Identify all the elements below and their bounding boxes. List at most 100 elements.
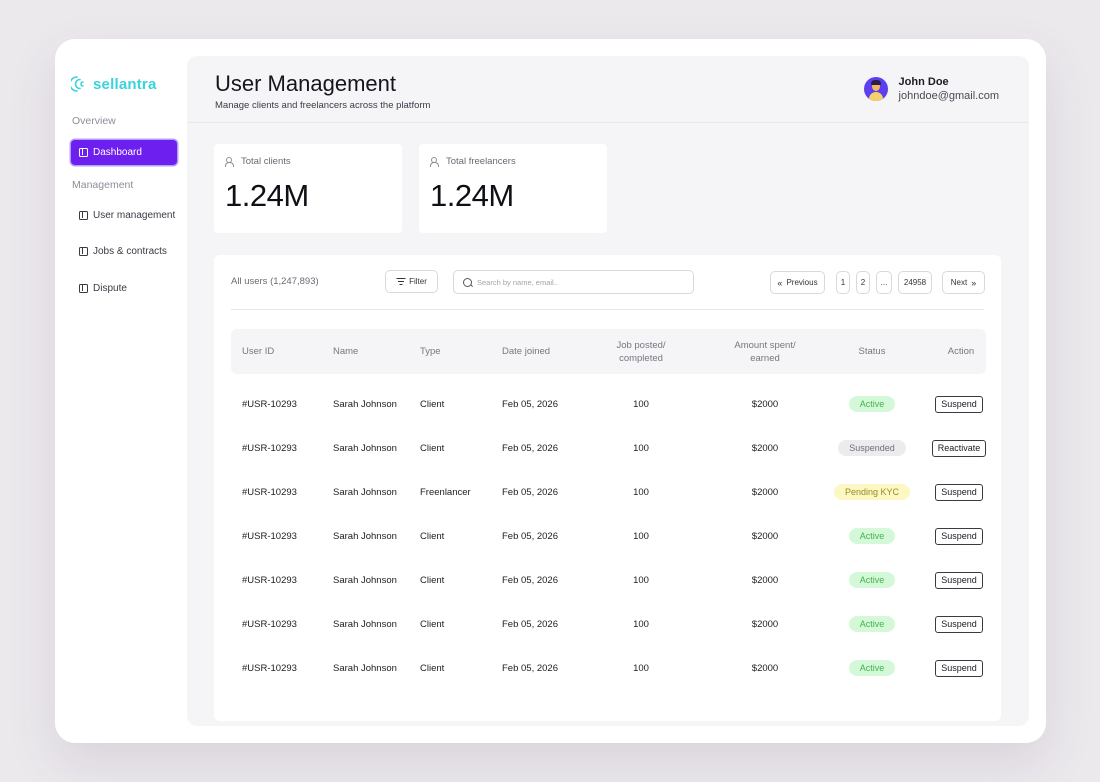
stat-label: Total clients (241, 156, 291, 167)
page-button-2[interactable]: 2 (856, 271, 870, 294)
sidebar-item-label: Dashboard (93, 147, 142, 158)
cell-user-id: #USR-10293 (242, 618, 297, 630)
cell-user-id: #USR-10293 (242, 442, 297, 454)
cell-user-id: #USR-10293 (242, 486, 297, 498)
sidebar: sellantra Overview Dashboard Management … (55, 39, 187, 743)
page-button-last[interactable]: 24958 (898, 271, 932, 294)
cell-name: Sarah Johnson (333, 530, 397, 542)
column-user-id: User ID (242, 346, 275, 357)
page-title: User Management (215, 71, 396, 96)
main-content: User Management Manage clients and freel… (187, 56, 1029, 726)
users-icon (225, 157, 235, 167)
section-overview: Overview (72, 115, 116, 127)
page-ellipsis: ... (876, 271, 892, 294)
sidebar-item-jobs-contracts[interactable]: Jobs & contracts (71, 239, 177, 264)
sidebar-item-label: Dispute (93, 283, 127, 294)
suspend-button[interactable]: Suspend (935, 615, 983, 633)
status-badge: Suspended (838, 440, 906, 456)
previous-page-button[interactable]: « Previous (770, 271, 825, 294)
cell-name: Sarah Johnson (333, 398, 397, 410)
filter-label: Filter (409, 277, 427, 286)
stat-value: 1.24M (430, 178, 514, 213)
cell-type: Freenlancer (420, 486, 471, 498)
sidebar-item-label: User management (93, 210, 176, 221)
user-profile[interactable]: John Doe johndoe@gmail.com (863, 75, 999, 103)
page-number: ... (880, 278, 888, 287)
cell-type: Client (420, 530, 445, 542)
cell-date-joined: Feb 05, 2026 (502, 618, 558, 630)
next-page-button[interactable]: Next » (942, 271, 985, 294)
cell-date-joined: Feb 05, 2026 (502, 574, 558, 586)
suspend-button[interactable]: Suspend (935, 527, 983, 545)
brand-name: sellantra (93, 75, 157, 93)
cell-date-joined: Feb 05, 2026 (502, 486, 558, 498)
column-status: Status (858, 346, 886, 357)
cell-action: Suspend (924, 602, 994, 646)
suspend-button[interactable]: Suspend (935, 483, 983, 501)
cell-date-joined: Feb 05, 2026 (502, 662, 558, 674)
suspend-button[interactable]: Suspend (935, 571, 983, 589)
page-subtitle: Manage clients and freelancers across th… (215, 100, 431, 111)
cell-jobs: 100 (633, 574, 649, 586)
status-badge: Active (848, 660, 896, 676)
filter-button[interactable]: Filter (385, 270, 438, 293)
filter-icon (396, 278, 406, 285)
layout-icon (79, 247, 88, 256)
column-type: Type (420, 346, 441, 357)
column-action: Action (947, 346, 975, 357)
cell-action: Reactivate (924, 426, 994, 470)
cell-amount: $2000 (751, 442, 779, 454)
column-amount: Amount spent/ earned (734, 339, 796, 364)
suspend-button[interactable]: Suspend (935, 395, 983, 413)
suspend-button[interactable]: Suspend (935, 659, 983, 677)
cell-jobs: 100 (633, 662, 649, 674)
status-badge: Active (848, 616, 896, 632)
page-button-1[interactable]: 1 (836, 271, 850, 294)
app-window: sellantra Overview Dashboard Management … (55, 39, 1046, 743)
layout-icon (79, 148, 88, 157)
profile-name: John Doe (898, 76, 949, 88)
sidebar-item-dispute[interactable]: Dispute (71, 276, 177, 301)
chevrons-right-icon: » (971, 277, 977, 288)
cell-jobs: 100 (633, 530, 649, 542)
cell-status: Active (827, 514, 917, 558)
cell-name: Sarah Johnson (333, 574, 397, 586)
cell-jobs: 100 (633, 442, 649, 454)
sidebar-item-dashboard[interactable]: Dashboard (71, 140, 177, 165)
layout-icon (79, 211, 88, 220)
search-input[interactable] (477, 277, 677, 287)
cell-date-joined: Feb 05, 2026 (502, 442, 558, 454)
reactivate-button[interactable]: Reactivate (931, 439, 987, 457)
cell-amount: $2000 (751, 486, 779, 498)
profile-email: johndoe@gmail.com (898, 90, 999, 102)
cell-type: Client (420, 398, 445, 410)
cell-amount: $2000 (751, 530, 779, 542)
search-box[interactable] (453, 270, 694, 294)
cell-jobs: 100 (633, 486, 649, 498)
cell-amount: $2000 (751, 574, 779, 586)
cell-user-id: #USR-10293 (242, 398, 297, 410)
page-number: 2 (860, 278, 866, 287)
cell-date-joined: Feb 05, 2026 (502, 398, 558, 410)
avatar[interactable] (863, 77, 888, 101)
stat-label: Total freelancers (446, 156, 516, 167)
all-users-count: All users (1,247,893) (231, 276, 319, 287)
sidebar-item-label: Jobs & contracts (93, 246, 167, 257)
cell-action: Suspend (924, 382, 994, 426)
cell-date-joined: Feb 05, 2026 (502, 530, 558, 542)
cell-amount: $2000 (751, 662, 779, 674)
column-name: Name (333, 346, 359, 357)
table-row: #USR-10293 Sarah Johnson Client Feb 05, 202… (231, 558, 986, 602)
cell-type: Client (420, 442, 445, 454)
cell-action: Suspend (924, 646, 994, 690)
logo[interactable]: sellantra (71, 75, 157, 93)
table-row: #USR-10293 Sarah Johnson Client Feb 05, 202… (231, 426, 987, 470)
stat-card-total-clients: Total clients 1.24M (214, 144, 402, 233)
sidebar-item-user-management[interactable]: User management (71, 203, 177, 228)
page-number: 24958 (903, 278, 927, 287)
users-table-card: All users (1,247,893) Filter « Previous … (214, 255, 1001, 721)
status-badge: Active (848, 528, 896, 544)
cell-status: Active (827, 646, 917, 690)
status-badge: Active (848, 396, 896, 412)
cell-jobs: 100 (633, 618, 649, 630)
